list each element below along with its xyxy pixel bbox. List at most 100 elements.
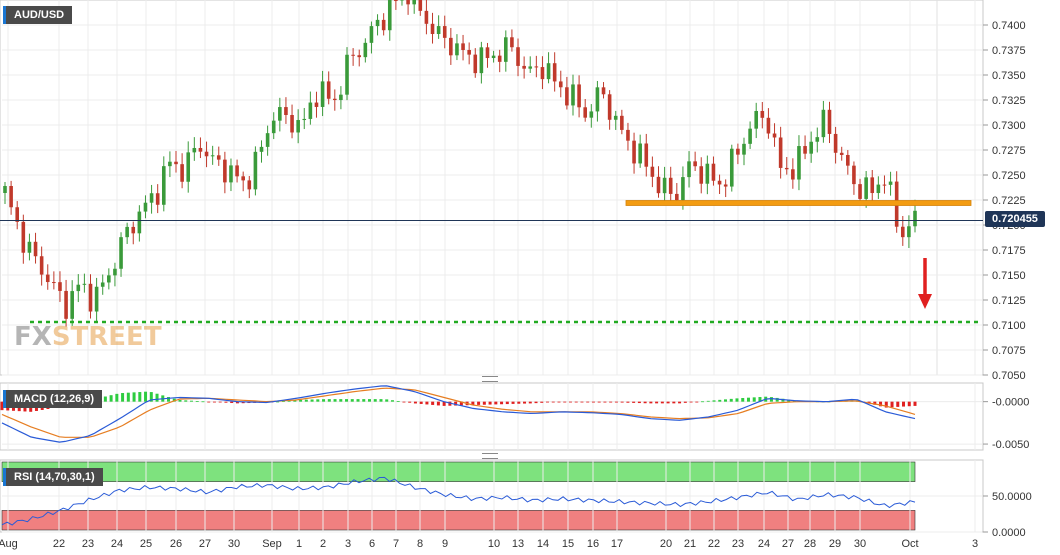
macd-histogram-bar xyxy=(304,399,308,402)
candle-body xyxy=(784,167,789,170)
main-price-axis: 0.7050 0.7075 0.7100 0.7125 0.7150 0.7175 0.72… xyxy=(983,20,1026,382)
macd-histogram-bar xyxy=(632,401,636,403)
candle-body xyxy=(271,120,276,134)
candle-body xyxy=(430,23,435,35)
macd-histogram-bar xyxy=(167,397,171,402)
panel-resize-handle[interactable] xyxy=(482,376,498,382)
candle-body xyxy=(485,47,490,59)
macd-histogram-bar xyxy=(637,401,641,404)
candle-body xyxy=(223,159,227,183)
candle-body xyxy=(809,141,813,154)
candle-body xyxy=(259,146,264,152)
macd-histogram-bar xyxy=(672,401,676,404)
candle-body xyxy=(235,165,239,177)
x-tick-label: 7 xyxy=(393,538,399,550)
candle-body xyxy=(699,166,704,184)
x-tick-label: 10 xyxy=(488,538,500,550)
candle-body xyxy=(571,84,575,106)
candle-body xyxy=(143,202,148,212)
candle-body xyxy=(265,133,270,147)
candle-body xyxy=(821,109,826,138)
candle-body xyxy=(387,0,392,31)
x-tick-label: 29 xyxy=(829,538,841,550)
macd-histogram-bar xyxy=(890,401,894,408)
x-tick-label: 22 xyxy=(53,538,65,550)
rsi-axis: 50.0000 0.0000 xyxy=(983,491,1032,539)
macd-histogram-bar xyxy=(212,401,216,403)
macd-histogram-bar xyxy=(660,401,664,404)
macd-histogram-bar xyxy=(172,398,176,402)
candle-body xyxy=(100,282,105,287)
x-tick-label: 27 xyxy=(782,538,794,550)
candle-body xyxy=(58,282,62,291)
price-levels xyxy=(0,200,983,324)
macd-histogram-bar xyxy=(551,401,555,403)
candle-body xyxy=(613,115,618,120)
y-tick-label: 0.7400 xyxy=(992,20,1026,32)
macd-histogram-bar xyxy=(879,401,883,407)
candle-body xyxy=(424,10,429,24)
candle-body xyxy=(64,290,68,319)
down-arrow-head xyxy=(918,294,932,309)
candle-body xyxy=(204,151,209,157)
macd-histogram-bar xyxy=(902,401,906,407)
macd-histogram-bar xyxy=(482,401,486,405)
candle-body xyxy=(595,87,600,112)
candle-body xyxy=(33,241,38,257)
candle-body xyxy=(9,186,13,208)
y-tick-label: 0.7350 xyxy=(992,70,1026,82)
macd-histogram-bar xyxy=(511,401,515,404)
candle-body xyxy=(681,177,685,201)
macd-histogram-bar xyxy=(138,392,142,402)
candle-body xyxy=(797,146,801,180)
macd-histogram-bar xyxy=(500,401,504,405)
candle-body xyxy=(760,110,765,118)
macd-histogram-bar xyxy=(683,401,687,403)
current-price-tag: 0.720455 xyxy=(985,211,1045,227)
macd-histogram-bar xyxy=(276,401,280,403)
y-tick-label: 0.7150 xyxy=(992,270,1026,282)
rsi-line-path xyxy=(1,476,916,526)
rsi-zones xyxy=(1,461,916,531)
macd-histogram-bar xyxy=(459,401,463,406)
macd-lines xyxy=(1,385,916,443)
macd-histogram-bar xyxy=(775,397,779,402)
macd-histogram-bar xyxy=(436,401,440,406)
fxstreet-logo: FXSTREET xyxy=(14,322,162,352)
x-tick-label: Oct xyxy=(901,538,918,550)
macd-histogram-bar xyxy=(419,401,423,404)
macd-histogram-bar xyxy=(218,401,222,403)
x-tick-label: 2 xyxy=(320,538,326,550)
macd-histogram-bar xyxy=(488,401,492,405)
macd-histogram-bar xyxy=(718,399,722,402)
macd-histogram-bar xyxy=(322,399,326,402)
rsi-overbought-zone xyxy=(1,461,916,482)
macd-histogram-bar xyxy=(230,401,234,404)
candle-body xyxy=(693,161,697,167)
rsi-oversold-zone xyxy=(1,510,916,531)
candle-body xyxy=(546,63,551,80)
macd-histogram-bar xyxy=(494,401,498,405)
candle-body xyxy=(852,165,856,185)
x-tick-label: 27 xyxy=(199,538,211,550)
macd-histogram-bar xyxy=(563,401,567,403)
macd-histogram-bar xyxy=(184,400,188,402)
candle-body xyxy=(381,19,386,31)
macd-histogram-bar xyxy=(752,397,756,402)
macd-histogram-bar xyxy=(896,401,900,407)
macd-panel xyxy=(0,382,984,451)
candle-body xyxy=(45,274,50,283)
x-tick-label: 24 xyxy=(758,538,770,550)
macd-histogram-bar xyxy=(701,401,705,403)
x-tick-label: 20 xyxy=(660,538,672,550)
candle-body xyxy=(161,166,166,205)
panel-resize-handle[interactable] xyxy=(482,453,498,459)
macd-histogram-bar xyxy=(666,401,670,404)
candle-body xyxy=(687,161,691,178)
macd-histogram-bar xyxy=(385,399,389,402)
candle-body xyxy=(858,184,862,199)
macd-histogram-bar xyxy=(603,401,607,403)
x-tick-label: Sep xyxy=(262,538,282,550)
macd-histogram-bar xyxy=(408,401,412,403)
macd-histogram-bar xyxy=(873,401,877,405)
